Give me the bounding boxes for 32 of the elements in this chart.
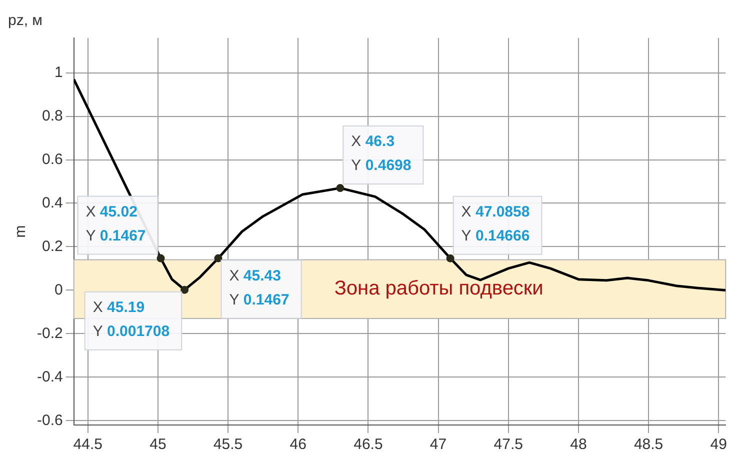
annotation: X 45.19 Y 0.001708 <box>92 298 170 340</box>
y-tick-label: 0.4 <box>42 194 63 212</box>
point <box>336 184 344 192</box>
annotation: X 46.3 Y 0.4698 <box>351 133 412 174</box>
chart-title: pz, м <box>8 12 42 30</box>
x-tick-label: 47 <box>430 436 447 454</box>
y-tick-label: 0 <box>54 281 63 298</box>
band-label: Зона работы подвески <box>334 278 544 300</box>
y-axis-title: m <box>12 225 30 238</box>
y-tick-label: 1 <box>54 64 63 81</box>
x-tick-label: 48.5 <box>634 436 664 454</box>
point <box>156 254 165 262</box>
annotation: X 45.02 Y 0.1467 <box>86 203 146 244</box>
annotation: X 47.0858 Y 0.14666 <box>461 203 530 244</box>
x-tick-label: 48 <box>570 436 587 454</box>
y-tick-label: 0.2 <box>42 238 63 255</box>
point <box>446 254 454 262</box>
x-tick-label: 47.5 <box>494 436 523 454</box>
y-tick-label: -0.2 <box>36 324 63 342</box>
y-tick-label: -0.6 <box>36 412 63 429</box>
annotation: X 45.43 Y 0.1467 <box>229 267 290 308</box>
x-tick-label: 44.5 <box>73 436 102 454</box>
y-tick-label: 0.8 <box>42 107 63 124</box>
x-tick-label: 45 <box>150 436 166 454</box>
point <box>180 286 189 294</box>
x-tick-label: 45.5 <box>213 436 243 454</box>
y-tick-label: 0.6 <box>42 150 63 168</box>
point <box>214 254 222 262</box>
y-tick-label: -0.4 <box>36 368 63 386</box>
x-tick-label: 46.5 <box>354 436 383 454</box>
x-tick-label: 46 <box>290 436 306 454</box>
x-tick-label: 49 <box>710 436 727 454</box>
